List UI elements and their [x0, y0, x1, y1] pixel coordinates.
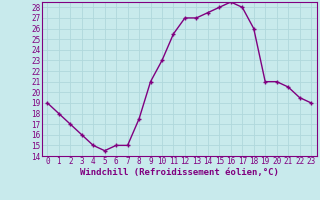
X-axis label: Windchill (Refroidissement éolien,°C): Windchill (Refroidissement éolien,°C) — [80, 168, 279, 177]
